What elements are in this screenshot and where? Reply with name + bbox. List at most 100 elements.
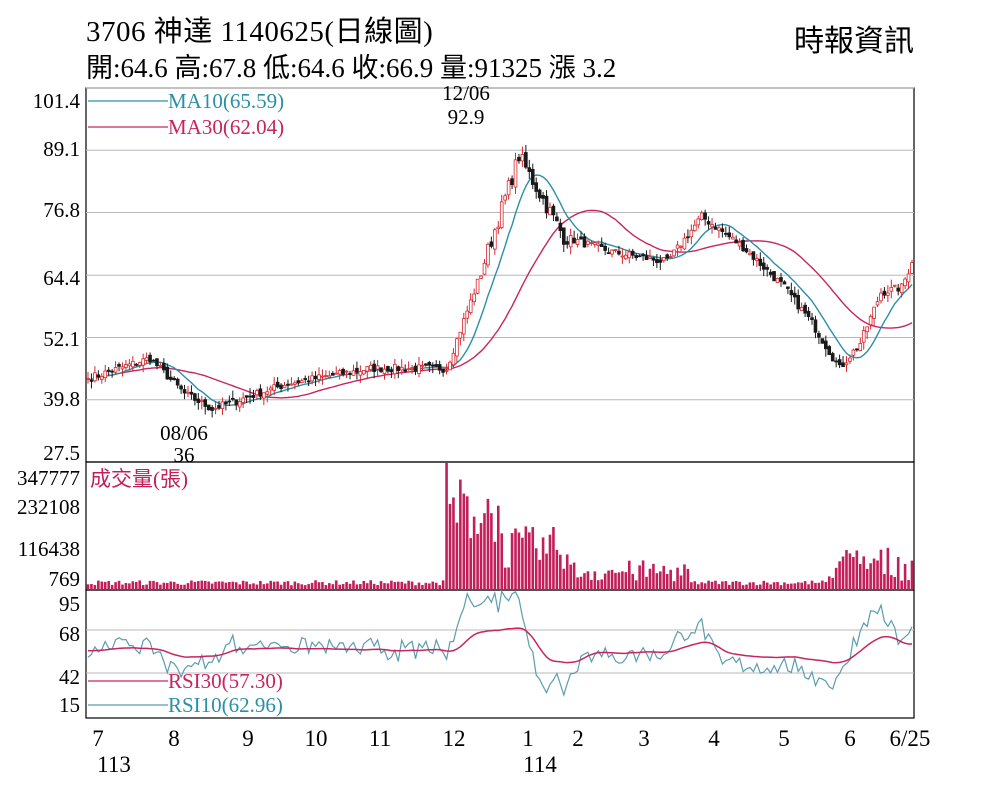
volume-bar xyxy=(203,580,207,589)
volume-bar xyxy=(217,581,221,589)
candle-body xyxy=(117,364,121,367)
volume-bar xyxy=(124,582,128,589)
volume-bar xyxy=(845,549,848,589)
candle-body xyxy=(365,366,370,372)
volume-bar xyxy=(679,575,683,589)
volume-bars xyxy=(86,463,914,589)
candle-body xyxy=(351,370,356,376)
candle-body xyxy=(906,273,911,283)
volume-bar xyxy=(703,583,707,589)
candle-body xyxy=(503,195,507,201)
volume-bar xyxy=(876,560,879,589)
candle-body xyxy=(910,262,914,274)
volume-bar xyxy=(152,580,155,589)
candle-body xyxy=(548,207,552,216)
candle-body xyxy=(582,236,587,248)
candle-body xyxy=(210,407,214,411)
volume-bar xyxy=(769,584,772,589)
candle-body xyxy=(624,254,628,260)
chart-title: 3706 神達 1140625(日線圖) xyxy=(86,16,434,48)
volume-bar xyxy=(634,580,638,589)
candle-body xyxy=(768,271,773,275)
grid-lines xyxy=(86,87,914,674)
ma10-legend: MA10(65.59) xyxy=(168,89,284,113)
volume-bar xyxy=(562,568,566,589)
volume-bar xyxy=(507,567,510,589)
candle-body xyxy=(279,384,283,389)
rsi10-legend: RSI10(62.96) xyxy=(168,693,283,717)
candle-body xyxy=(561,227,566,245)
candle-body xyxy=(672,249,676,257)
volume-bar xyxy=(372,583,376,589)
volume-bar xyxy=(248,584,252,589)
candle-body xyxy=(206,404,211,411)
volume-bar xyxy=(414,585,417,589)
price-tick: 64.4 xyxy=(43,266,80,290)
volume-bar xyxy=(341,584,345,589)
volume-bar xyxy=(165,582,169,589)
volume-bar xyxy=(738,581,741,589)
candle-body xyxy=(179,385,183,390)
volume-bar xyxy=(617,572,621,589)
volume-bar xyxy=(379,581,383,589)
candle-body xyxy=(692,224,697,232)
candle-body xyxy=(648,256,652,259)
volume-bar xyxy=(510,533,514,589)
volume-bar xyxy=(676,567,679,589)
candle-body xyxy=(272,384,276,391)
candle-body xyxy=(779,277,783,282)
candle-body xyxy=(713,226,718,230)
volume-bar xyxy=(359,584,362,589)
candle-body xyxy=(441,368,445,373)
candle-body xyxy=(834,360,838,363)
volume-bar xyxy=(234,582,238,589)
volume-bar xyxy=(297,583,300,589)
candle-body xyxy=(782,281,787,285)
candle-body xyxy=(734,239,738,244)
candle-body xyxy=(579,236,583,240)
candle-body xyxy=(482,262,487,275)
candle-body xyxy=(244,395,249,398)
volume-bar xyxy=(652,563,655,589)
candle-body xyxy=(162,362,166,371)
candle-body xyxy=(661,257,666,262)
volume-bar xyxy=(848,553,852,589)
volume-bar xyxy=(803,581,807,589)
candle-body xyxy=(231,397,235,400)
volume-bar xyxy=(190,580,193,589)
volume-bar xyxy=(855,550,859,589)
candle-body xyxy=(386,366,390,372)
volume-bar xyxy=(631,574,635,589)
volume-bar xyxy=(172,581,176,589)
candle-body xyxy=(324,375,328,377)
volume-bar xyxy=(534,548,538,589)
price-tick: 39.8 xyxy=(43,387,80,411)
candle-body xyxy=(613,249,618,251)
candle-body xyxy=(517,156,521,162)
candle-body xyxy=(255,390,259,396)
month-tick: 9 xyxy=(242,726,254,751)
volume-bar xyxy=(431,581,435,589)
candle-body xyxy=(703,212,707,220)
volume-bar xyxy=(752,582,755,589)
volume-bar xyxy=(721,581,724,589)
candle-body xyxy=(568,235,573,248)
volume-bar xyxy=(434,582,438,589)
volume-bar xyxy=(659,571,662,589)
volume-bar xyxy=(793,583,797,589)
candle-body xyxy=(141,358,145,366)
volume-bar xyxy=(717,584,721,589)
candle-body xyxy=(865,326,869,333)
candle-body xyxy=(86,378,90,380)
volume-bar xyxy=(314,580,317,589)
volume-bar xyxy=(490,513,493,589)
candle-body xyxy=(679,245,683,248)
candle-body xyxy=(720,228,725,232)
volume-bar xyxy=(841,556,845,589)
volume-bar xyxy=(207,581,210,589)
volume-bar xyxy=(834,567,838,589)
candle-body xyxy=(851,349,856,356)
volume-bar xyxy=(352,580,355,589)
candle-body xyxy=(175,378,180,386)
rsi30-legend: RSI30(57.30) xyxy=(168,669,283,693)
